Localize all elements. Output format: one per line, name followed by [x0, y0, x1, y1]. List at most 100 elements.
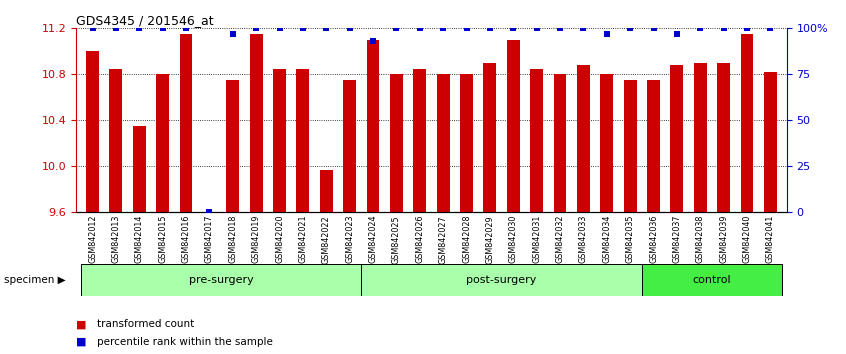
Text: GSM842027: GSM842027 — [438, 215, 448, 264]
Point — [390, 25, 404, 31]
Text: GSM842022: GSM842022 — [321, 215, 331, 264]
Bar — [296, 69, 310, 212]
Text: GSM842019: GSM842019 — [251, 215, 261, 263]
Text: GSM842033: GSM842033 — [579, 215, 588, 263]
Point — [343, 25, 356, 31]
Text: GSM842018: GSM842018 — [228, 215, 237, 263]
Bar — [740, 34, 754, 212]
Bar — [671, 65, 684, 212]
Point — [437, 25, 450, 31]
Text: ■: ■ — [76, 319, 86, 329]
Bar — [366, 40, 380, 212]
Point — [459, 25, 473, 31]
Point — [600, 31, 613, 37]
Text: GSM842013: GSM842013 — [112, 215, 120, 263]
Text: post-surgery: post-surgery — [466, 275, 536, 285]
Bar — [273, 69, 286, 212]
Bar — [109, 69, 123, 212]
Text: GSM842012: GSM842012 — [88, 215, 97, 263]
Bar — [530, 69, 543, 212]
Point — [553, 25, 567, 31]
Point — [413, 25, 426, 31]
Bar — [647, 80, 660, 212]
Bar — [227, 80, 239, 212]
Bar — [320, 170, 332, 212]
Text: GSM842038: GSM842038 — [695, 215, 705, 263]
Text: pre-surgery: pre-surgery — [189, 275, 254, 285]
Text: GSM842024: GSM842024 — [369, 215, 377, 263]
Bar — [460, 74, 473, 212]
Bar — [250, 34, 262, 212]
Bar — [157, 74, 169, 212]
Text: GSM842026: GSM842026 — [415, 215, 425, 263]
Text: GSM842017: GSM842017 — [205, 215, 214, 263]
Point — [717, 25, 730, 31]
Bar — [577, 65, 590, 212]
Text: GSM842040: GSM842040 — [743, 215, 751, 263]
Point — [133, 25, 146, 31]
Point — [483, 25, 497, 31]
Text: ■: ■ — [76, 337, 86, 347]
Bar — [81, 264, 361, 296]
Point — [624, 25, 637, 31]
Point — [272, 25, 286, 31]
Text: GSM842016: GSM842016 — [182, 215, 190, 263]
Point — [670, 31, 684, 37]
Point — [366, 38, 380, 44]
Bar — [553, 74, 567, 212]
Point — [530, 25, 543, 31]
Text: GSM842015: GSM842015 — [158, 215, 168, 263]
Text: GSM842023: GSM842023 — [345, 215, 354, 263]
Bar — [361, 264, 642, 296]
Point — [179, 25, 193, 31]
Text: transformed count: transformed count — [97, 319, 195, 329]
Bar — [133, 126, 146, 212]
Point — [202, 210, 216, 215]
Point — [156, 25, 169, 31]
Point — [764, 25, 777, 31]
Text: GSM842034: GSM842034 — [602, 215, 612, 263]
Point — [507, 25, 520, 31]
Bar — [343, 80, 356, 212]
Point — [250, 25, 263, 31]
Bar — [390, 74, 403, 212]
Bar — [414, 69, 426, 212]
Text: GSM842039: GSM842039 — [719, 215, 728, 263]
Text: specimen ▶: specimen ▶ — [4, 275, 66, 285]
Text: GSM842030: GSM842030 — [508, 215, 518, 263]
Bar — [507, 40, 519, 212]
Bar — [624, 80, 636, 212]
Bar — [717, 63, 730, 212]
Text: GDS4345 / 201546_at: GDS4345 / 201546_at — [76, 14, 214, 27]
Text: GSM842021: GSM842021 — [299, 215, 307, 263]
Text: GSM842035: GSM842035 — [626, 215, 634, 263]
Text: GSM842025: GSM842025 — [392, 215, 401, 264]
Point — [320, 25, 333, 31]
Text: percentile rank within the sample: percentile rank within the sample — [97, 337, 273, 347]
Bar — [601, 74, 613, 212]
Point — [226, 31, 239, 37]
Bar — [483, 63, 497, 212]
Point — [646, 25, 660, 31]
Bar — [437, 74, 449, 212]
Text: GSM842014: GSM842014 — [135, 215, 144, 263]
Bar — [86, 51, 99, 212]
Text: GSM842029: GSM842029 — [486, 215, 494, 264]
Point — [740, 25, 754, 31]
Text: GSM842020: GSM842020 — [275, 215, 284, 263]
Bar — [694, 63, 706, 212]
Point — [577, 25, 591, 31]
Text: GSM842036: GSM842036 — [649, 215, 658, 263]
Bar — [179, 34, 192, 212]
Point — [296, 25, 310, 31]
Text: GSM842031: GSM842031 — [532, 215, 541, 263]
Point — [109, 25, 123, 31]
Text: GSM842037: GSM842037 — [673, 215, 681, 263]
Text: control: control — [693, 275, 731, 285]
Bar — [764, 72, 777, 212]
Bar — [642, 264, 782, 296]
Text: GSM842041: GSM842041 — [766, 215, 775, 263]
Text: GSM842028: GSM842028 — [462, 215, 471, 263]
Text: GSM842032: GSM842032 — [556, 215, 564, 263]
Point — [694, 25, 707, 31]
